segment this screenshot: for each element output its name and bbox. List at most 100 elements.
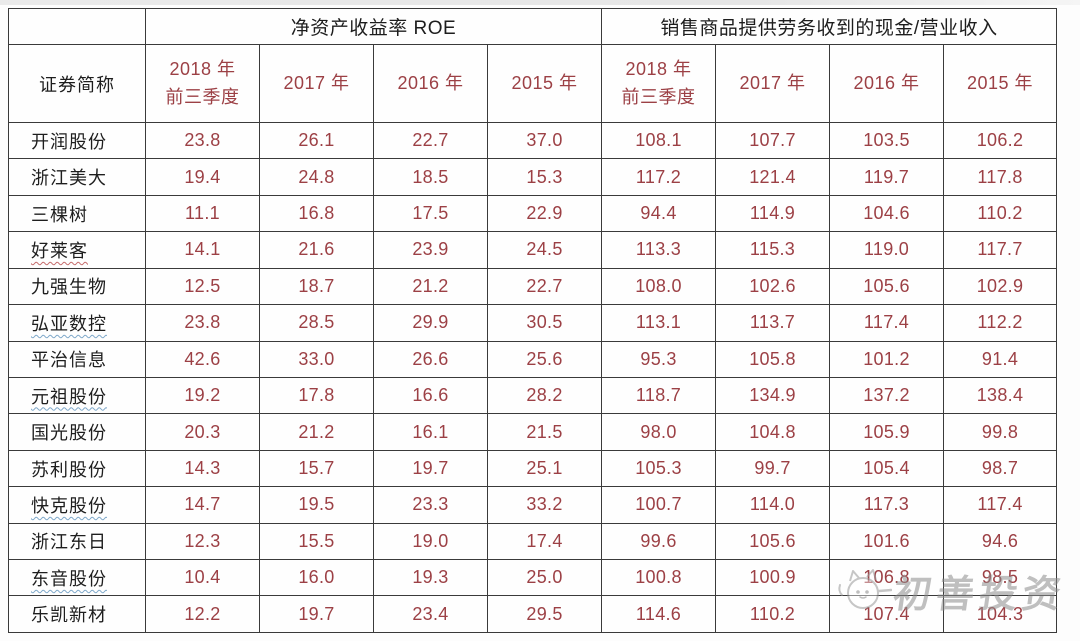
cash-value-cell: 117.7 [943, 231, 1058, 269]
table-row: 平治信息 42.6 33.0 26.6 25.6 95.3 105.8 101.2 91.4 [8, 340, 1058, 378]
stock-name-cell: 浙江东日 [8, 522, 146, 561]
cash-value-cell: 117.3 [829, 486, 945, 524]
roe-value-cell: 12.3 [145, 522, 260, 561]
table-row: 元祖股份 19.2 17.8 16.6 28.2 118.7 134.9 137.2 138.4 [8, 376, 1058, 415]
table-row: 快克股份 14.7 19.5 23.3 33.2 100.7 114.0 117.3 117.4 [8, 486, 1058, 524]
roe-value-cell: 16.8 [259, 194, 374, 233]
corner-cell [8, 8, 146, 45]
cash-year-header-2018q3: 2018 年 前三季度 [601, 44, 717, 123]
image-edge-artifact [0, 0, 1080, 5]
cash-value-cell: 100.7 [601, 486, 717, 524]
roe-value-cell: 26.1 [259, 121, 374, 160]
cash-value-cell: 117.8 [943, 158, 1058, 196]
table-row: 东音股份 10.4 16.0 19.3 25.0 100.8 100.9 106.8 98.5 [8, 559, 1058, 597]
stock-name: 好莱客 [31, 240, 88, 261]
roe-value-cell: 14.3 [145, 449, 260, 488]
roe-value-cell: 23.9 [373, 231, 488, 269]
roe-year-header-2017: 2017 年 [259, 44, 374, 123]
roe-year-header-2018q3: 2018 年 前三季度 [145, 44, 260, 123]
roe-value-cell: 19.5 [259, 486, 374, 524]
roe-value-cell: 10.4 [145, 559, 260, 597]
stock-name-cell: 乐凯新材 [8, 595, 146, 633]
roe-value-cell: 18.7 [259, 267, 374, 306]
roe-value-cell: 12.2 [145, 595, 260, 633]
table-row: 浙江美大 19.4 24.8 18.5 15.3 117.2 121.4 119.7 117.8 [8, 158, 1058, 196]
cash-value-cell: 101.6 [829, 522, 945, 561]
cash-value-cell: 105.6 [715, 522, 831, 561]
stock-name: 开润股份 [31, 131, 107, 152]
cash-value-cell: 94.4 [601, 194, 717, 233]
roe-value-cell: 24.8 [259, 158, 374, 196]
cash-value-cell: 101.2 [829, 340, 945, 378]
cash-value-cell: 110.2 [943, 194, 1058, 233]
cash-year-header-2016: 2016 年 [829, 44, 945, 123]
stock-name: 快克股份 [31, 495, 107, 516]
table-row: 九强生物 12.5 18.7 21.2 22.7 108.0 102.6 105.6 102.9 [8, 267, 1058, 306]
roe-value-cell: 19.3 [373, 559, 488, 597]
name-column-header: 证券简称 [8, 44, 146, 123]
stock-name: 三棵树 [31, 204, 88, 225]
cash-value-cell: 138.4 [943, 376, 1058, 415]
roe-value-cell: 20.3 [145, 413, 260, 451]
cash-value-cell: 115.3 [715, 231, 831, 269]
roe-value-cell: 19.2 [145, 376, 260, 415]
stock-name-cell: 弘亚数控 [8, 304, 146, 342]
stock-name: 九强生物 [31, 277, 107, 298]
roe-value-cell: 25.1 [486, 449, 603, 488]
table-row: 三棵树 11.1 16.8 17.5 22.9 94.4 114.9 104.6 110.2 [8, 194, 1058, 233]
cash-value-cell: 98.0 [601, 413, 717, 451]
roe-year-header-2015: 2015 年 [486, 44, 603, 123]
cash-value-cell: 99.7 [715, 449, 831, 488]
table-row: 好莱客 14.1 21.6 23.9 24.5 113.3 115.3 119.0 117.7 [8, 231, 1058, 269]
cash-value-cell: 113.3 [601, 231, 717, 269]
table-row: 苏利股份 14.3 15.7 19.7 25.1 105.3 99.7 105.4 98.7 [8, 449, 1058, 488]
stock-name: 平治信息 [31, 350, 107, 371]
cash-value-cell: 106.2 [943, 121, 1058, 160]
roe-value-cell: 15.7 [259, 449, 374, 488]
cash-value-cell: 94.6 [943, 522, 1058, 561]
roe-value-cell: 21.6 [259, 231, 374, 269]
roe-value-cell: 17.5 [373, 194, 488, 233]
cash-value-cell: 118.7 [601, 376, 717, 415]
roe-value-cell: 42.6 [145, 340, 260, 378]
cash-value-cell: 108.0 [601, 267, 717, 306]
roe-value-cell: 29.5 [486, 595, 603, 633]
roe-value-cell: 22.9 [486, 194, 603, 233]
cash-value-cell: 105.9 [829, 413, 945, 451]
stock-name-cell: 国光股份 [8, 413, 146, 451]
section-header-row: 净资产收益率 ROE 销售商品提供劳务收到的现金/营业收入 [8, 8, 1058, 45]
roe-year-header-2016: 2016 年 [373, 44, 488, 123]
cash-value-cell: 110.2 [715, 595, 831, 633]
roe-value-cell: 23.3 [373, 486, 488, 524]
stock-name-cell: 快克股份 [8, 486, 146, 524]
cash-value-cell: 98.7 [943, 449, 1058, 488]
cash-year-header-2015: 2015 年 [943, 44, 1058, 123]
roe-value-cell: 14.1 [145, 231, 260, 269]
table-row: 弘亚数控 23.8 28.5 29.9 30.5 113.1 113.7 117.4 112.2 [8, 304, 1058, 342]
stock-name: 浙江美大 [31, 168, 107, 189]
roe-value-cell: 22.7 [373, 121, 488, 160]
stock-name-cell: 平治信息 [8, 340, 146, 378]
cash-value-cell: 100.9 [715, 559, 831, 597]
roe-value-cell: 19.7 [373, 449, 488, 488]
cash-year-header-2017: 2017 年 [715, 44, 831, 123]
stock-name-cell: 三棵树 [8, 194, 146, 233]
table-row: 开润股份 23.8 26.1 22.7 37.0 108.1 107.7 103.5 106.2 [8, 121, 1058, 160]
stock-name-cell: 苏利股份 [8, 449, 146, 488]
roe-value-cell: 19.4 [145, 158, 260, 196]
cash-value-cell: 119.7 [829, 158, 945, 196]
roe-value-cell: 16.0 [259, 559, 374, 597]
cash-value-cell: 113.1 [601, 304, 717, 342]
stock-name-cell: 九强生物 [8, 267, 146, 306]
cash-value-cell: 95.3 [601, 340, 717, 378]
stock-name: 浙江东日 [31, 532, 107, 553]
roe-value-cell: 21.2 [373, 267, 488, 306]
roe-value-cell: 21.2 [259, 413, 374, 451]
roe-value-cell: 19.0 [373, 522, 488, 561]
cash-value-cell: 105.4 [829, 449, 945, 488]
table-row: 乐凯新材 12.2 19.7 23.4 29.5 114.6 110.2 107.4 104.3 [8, 595, 1058, 633]
roe-value-cell: 23.8 [145, 121, 260, 160]
roe-value-cell: 16.1 [373, 413, 488, 451]
roe-value-cell: 29.9 [373, 304, 488, 342]
